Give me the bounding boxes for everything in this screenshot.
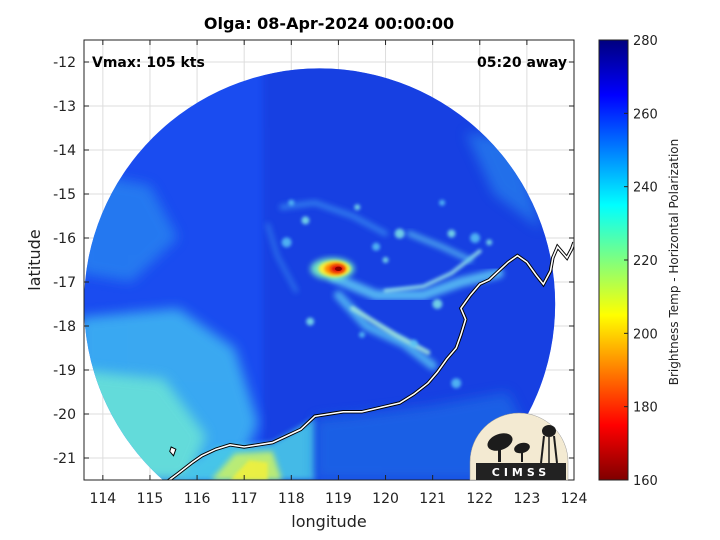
y-tick-label: -12 <box>53 55 76 71</box>
y-axis-label: latitude <box>25 229 44 290</box>
colorbar-tick-label: 240 <box>633 181 658 196</box>
x-tick-label: 124 <box>561 491 588 507</box>
cimss-logo-text: CIMSS <box>492 466 550 479</box>
x-tick-label: 118 <box>278 491 305 507</box>
chart-title: Olga: 08-Apr-2024 00:00:00 <box>204 14 454 33</box>
x-tick-label: 123 <box>514 491 541 507</box>
time-away-label: 05:20 away <box>477 55 567 71</box>
colorbar-ticks: 280 260 240 220 200 180 160 <box>624 34 658 489</box>
colorbar-tick-label: 160 <box>633 474 658 489</box>
axis-ticks: 114 115 116 117 118 119 120 121 122 123 124 -12 -13 -… <box>53 40 587 507</box>
x-tick-label: 114 <box>89 491 116 507</box>
y-tick-label: -21 <box>53 451 76 467</box>
vmax-label: Vmax: 105 kts <box>92 55 205 71</box>
x-tick-label: 120 <box>372 491 399 507</box>
x-tick-label: 122 <box>466 491 493 507</box>
x-tick-label: 119 <box>325 491 352 507</box>
x-tick-label: 115 <box>137 491 164 507</box>
x-tick-label: 116 <box>184 491 211 507</box>
axes-frame <box>83 39 575 481</box>
y-tick-label: -15 <box>53 187 76 203</box>
colorbar-tick-label: 180 <box>633 401 658 416</box>
colorbar-label: Brightness Temp - Horizontal Polarizatio… <box>667 139 681 386</box>
colorbar-tick-label: 220 <box>633 254 658 269</box>
y-tick-label: -16 <box>53 231 76 247</box>
y-tick-label: -20 <box>53 407 76 423</box>
y-tick-label: -14 <box>53 143 76 159</box>
coastline <box>168 242 574 480</box>
y-tick-label: -18 <box>53 319 76 335</box>
colorbar-tick-label: 280 <box>633 34 658 49</box>
x-tick-label: 121 <box>419 491 446 507</box>
cimss-logo: CIMSS <box>469 412 569 481</box>
colorbar-tick-label: 260 <box>633 107 658 122</box>
colorbar-tick-label: 200 <box>633 327 658 342</box>
x-axis-label: longitude <box>291 512 366 531</box>
island-outline <box>169 446 177 457</box>
x-tick-label: 117 <box>231 491 258 507</box>
colorbar <box>598 39 629 481</box>
y-tick-label: -13 <box>53 99 76 115</box>
y-tick-label: -17 <box>53 275 76 291</box>
y-tick-label: -19 <box>53 363 76 379</box>
